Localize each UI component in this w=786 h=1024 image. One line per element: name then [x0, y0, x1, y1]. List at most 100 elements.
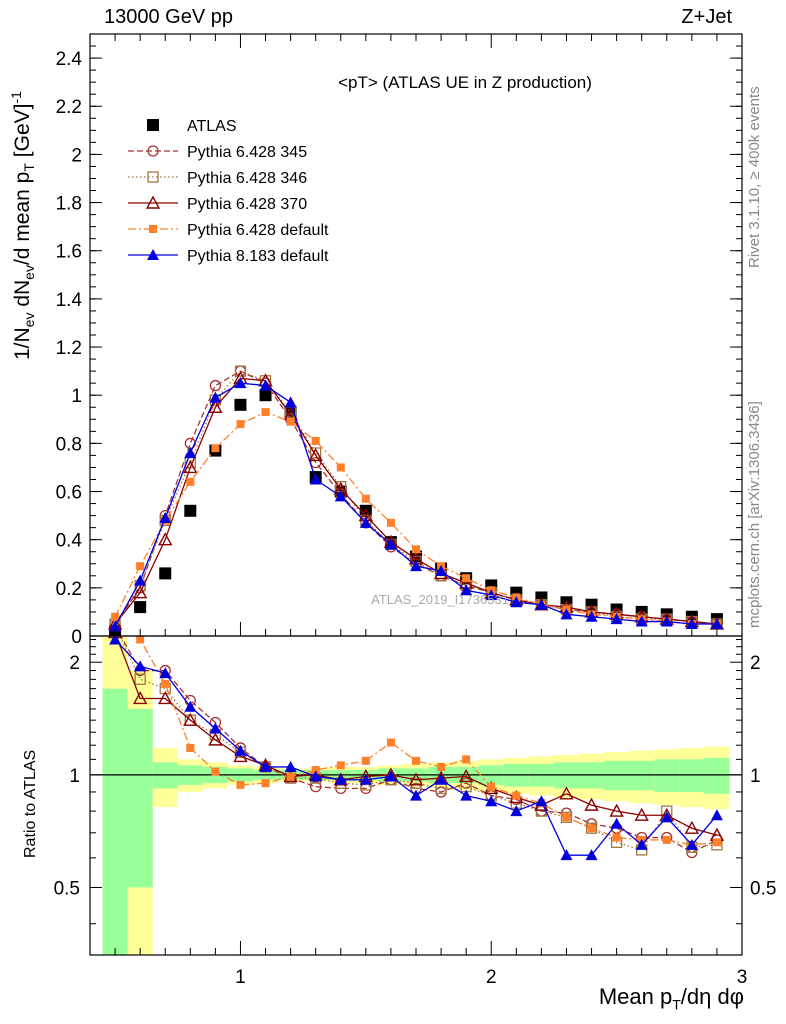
- point-p346: [234, 365, 247, 377]
- ratio-point-p8def: [685, 838, 698, 850]
- point-p8def: [309, 473, 322, 485]
- ratio-point-p6def: [261, 779, 270, 788]
- main-ytick-label: 1: [71, 386, 82, 407]
- main-panel-data-layer: [107, 365, 725, 636]
- ratio-ytick-label-right: 2: [750, 653, 761, 674]
- ratio-panel-data-layer: [90, 636, 742, 955]
- point-p8def: [560, 608, 573, 620]
- ratio-band-inner: [679, 759, 705, 792]
- point-p8def: [485, 589, 498, 601]
- ratio-line-p6def: [136, 636, 717, 846]
- series-line-p8def: [114, 382, 717, 627]
- point-p8def: [209, 391, 222, 403]
- ratio-point-p8def: [660, 811, 673, 823]
- main-ytick-label: 1.4: [56, 290, 83, 311]
- legend-label-p345: Pythia 6.428 345: [187, 144, 307, 161]
- ratio-point-p8def: [435, 773, 448, 785]
- point-p8def: [710, 617, 723, 629]
- point-p8def: [510, 596, 523, 608]
- main-ytick-label: 0: [71, 627, 82, 648]
- ratio-line-p345: [119, 636, 718, 854]
- point-p6def: [311, 436, 320, 445]
- ratio-point-p8def: [359, 773, 372, 785]
- point-p8def: [334, 490, 347, 502]
- ratio-point-p6def: [361, 756, 370, 765]
- main-ytick-label: 2.4: [56, 49, 83, 70]
- analysis-watermark: ATLAS_2019_I1736531: [371, 592, 509, 607]
- point-p6def: [336, 463, 345, 472]
- ratio-point-p8def: [334, 773, 347, 785]
- point-p8def: [660, 615, 673, 627]
- ratio-point-p8def: [460, 789, 473, 801]
- point-p370: [308, 447, 323, 462]
- ratio-point-p6def: [512, 791, 521, 800]
- legend-label-atlas: ATLAS: [187, 118, 237, 135]
- ratio-point-p6def: [236, 780, 245, 789]
- point-p8def: [184, 446, 197, 458]
- point-p8def: [635, 615, 648, 627]
- ratio-point-p6def: [186, 743, 195, 752]
- point-p6def: [286, 417, 295, 426]
- ratio-point-p8def: [410, 789, 422, 801]
- ratio-point-p6def: [562, 813, 571, 822]
- main-ytick-label: 2: [71, 145, 82, 166]
- ratio-point-p8def: [585, 849, 598, 861]
- ratio-point-p8def: [159, 667, 172, 679]
- point-p8def: [384, 538, 397, 550]
- point-p6def: [186, 477, 195, 486]
- point-p8def: [234, 377, 247, 389]
- ratio-point-p8def: [535, 795, 548, 807]
- main-ytick-label: 1.6: [56, 242, 82, 263]
- ratio-band-inner: [629, 760, 655, 791]
- ratio-point-p370: [408, 772, 424, 786]
- point-p345: [184, 437, 196, 450]
- ratio-ytick-label: 1: [69, 766, 80, 787]
- ratio-band-inner: [127, 708, 153, 888]
- header-process-label: Z+Jet: [681, 6, 732, 28]
- point-p8def: [460, 584, 473, 596]
- point-atlas: [159, 567, 172, 580]
- main-ytick-label: 1.2: [56, 338, 82, 359]
- point-atlas: [184, 504, 197, 517]
- ratio-point-p370: [132, 691, 148, 705]
- main-ytick-label: 0.8: [56, 434, 82, 455]
- point-p8def: [159, 512, 172, 524]
- ratio-point-p370: [609, 803, 624, 817]
- ratio-ytick-label: 2: [69, 653, 80, 674]
- ratio-point-p346: [134, 673, 146, 685]
- ratio-point-p370: [559, 786, 574, 800]
- main-ytick-label: 1.8: [56, 194, 82, 215]
- ratio-point-p6def: [336, 761, 345, 770]
- ratio-line-p8def: [114, 639, 718, 856]
- point-p8def: [585, 610, 598, 622]
- main-y-axis-label: 1/Nev dNev/d mean pT [GeV]-1: [8, 91, 38, 360]
- ratio-point-p8def: [560, 849, 573, 861]
- point-p370: [208, 399, 223, 413]
- ratio-point-p8def: [284, 760, 297, 772]
- point-p6def: [236, 420, 245, 429]
- ratio-point-p6def: [161, 679, 170, 688]
- series-line-p370: [114, 377, 717, 625]
- ratio-point-p6def: [136, 636, 145, 644]
- point-atlas: [134, 601, 147, 614]
- ratio-point-p6def: [412, 756, 420, 765]
- ratio-point-p6def: [487, 782, 496, 791]
- point-p6def: [261, 408, 270, 417]
- point-atlas: [259, 389, 272, 402]
- ratio-band-inner: [604, 760, 630, 791]
- point-p8def: [359, 516, 372, 528]
- ratio-band-inner: [704, 757, 730, 794]
- xtick-label: 2: [486, 967, 497, 988]
- ratio-point-p8def: [234, 744, 247, 756]
- point-p8def: [284, 396, 297, 408]
- legend-marker-p370: [145, 195, 161, 209]
- ratio-point-p8def: [610, 817, 623, 829]
- legend-label-p8def: Pythia 8.183 default: [187, 248, 329, 265]
- ratio-point-p345: [310, 780, 322, 793]
- point-p8def: [259, 379, 272, 391]
- ratio-point-p8def: [510, 805, 523, 817]
- ratio-band-inner: [654, 759, 680, 792]
- main-ytick-label: 2.2: [56, 97, 82, 118]
- ratio-point-p8def: [184, 700, 197, 712]
